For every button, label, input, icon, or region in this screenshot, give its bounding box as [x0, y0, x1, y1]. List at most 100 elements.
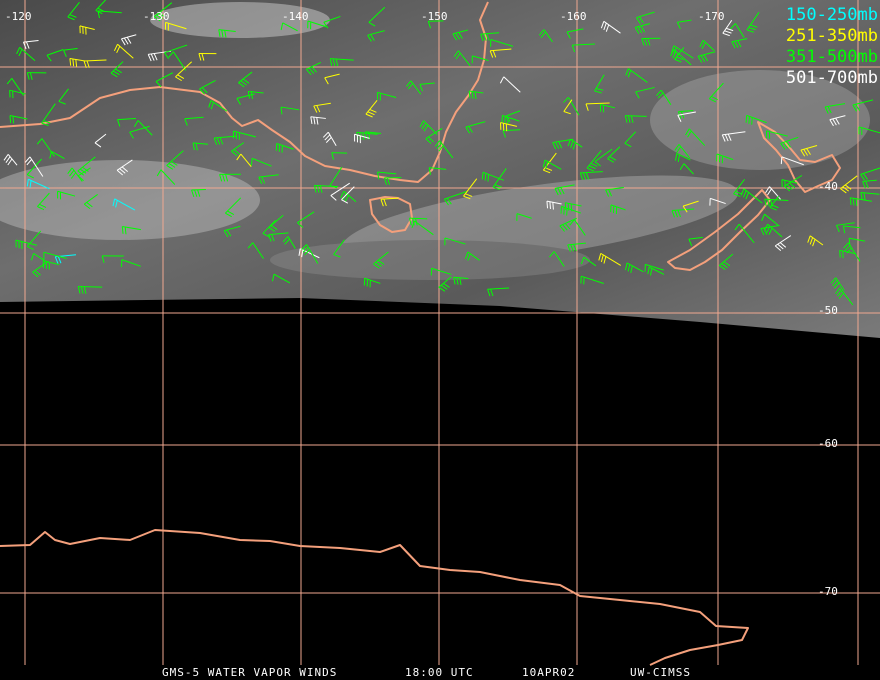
wind-barb	[333, 239, 345, 258]
wind-barb	[670, 49, 692, 66]
wind-barb	[250, 157, 272, 167]
wind-barb	[419, 82, 435, 92]
wind-barb	[208, 100, 228, 112]
latitude-label: -60	[818, 437, 838, 450]
wind-barb	[219, 173, 241, 182]
wind-barb	[67, 167, 83, 182]
wind-barb	[110, 61, 124, 78]
wind-barb	[463, 178, 478, 200]
wind-barb	[829, 115, 846, 127]
wind-barb	[761, 213, 779, 226]
wind-barb	[571, 43, 595, 53]
wind-barb	[313, 102, 331, 113]
wind-barb	[67, 1, 80, 21]
wind-barb	[368, 6, 386, 27]
wind-barb	[718, 253, 734, 270]
wind-barb	[769, 195, 780, 211]
wind-barb	[774, 235, 792, 252]
wind-barb	[624, 262, 644, 274]
wind-barb	[262, 219, 276, 238]
wind-barb	[280, 22, 298, 32]
wind-barb	[542, 159, 562, 170]
wind-barb	[341, 186, 355, 204]
wind-barb	[567, 138, 583, 150]
wind-barb	[133, 120, 153, 136]
labels: -120 -130 -140 -150 -160 -170 -40 -50 -6…	[5, 5, 878, 679]
wind-barb	[502, 129, 521, 138]
legend-entry: 150-250mb	[786, 5, 878, 25]
legend-entry: 251-350mb	[786, 26, 878, 46]
wind-barb	[444, 237, 466, 246]
wind-barb	[164, 44, 188, 59]
wind-barb	[635, 86, 655, 99]
wind-barb	[156, 169, 176, 185]
wind-barb	[166, 150, 184, 170]
wind-barb	[223, 225, 241, 238]
wind-barb	[730, 23, 745, 38]
wind-barb	[605, 186, 624, 197]
wind-barb	[733, 178, 745, 198]
longitude-label: -120	[5, 10, 32, 23]
wind-barb	[610, 204, 626, 215]
wind-barb	[634, 23, 650, 34]
latitude-label: -40	[818, 180, 838, 193]
wind-barb	[425, 128, 443, 144]
wind-barb	[83, 194, 98, 210]
wind-barb	[607, 146, 621, 163]
wind-barb	[464, 251, 480, 261]
wind-barb	[46, 49, 64, 62]
wind-barb	[9, 115, 28, 124]
wind-barb	[15, 239, 38, 249]
new-zealand-north-coast	[757, 121, 841, 193]
wind-barb	[298, 248, 320, 259]
wind-barb	[175, 61, 193, 82]
wind-barb	[492, 168, 507, 191]
australia-coast	[0, 1, 489, 183]
wind-barb	[191, 188, 206, 198]
longitude-label: -170	[698, 10, 725, 23]
footer-satellite: GMS-5 WATER VAPOR WINDS	[162, 666, 337, 679]
wind-barb	[313, 184, 339, 193]
wind-barb	[365, 100, 378, 118]
wind-barb	[376, 91, 397, 101]
wind-barb	[641, 37, 661, 46]
wind-barb	[824, 103, 846, 114]
wind-barb	[564, 202, 582, 212]
wind-barb	[236, 153, 252, 167]
wind-barb	[677, 111, 696, 122]
wind-barb	[734, 223, 755, 244]
wind-barb	[546, 200, 562, 210]
wind-barb	[781, 179, 798, 188]
wind-barb	[406, 80, 422, 95]
wind-barb	[780, 136, 799, 150]
wind-barb	[830, 277, 845, 291]
wind-barb	[26, 72, 47, 80]
wind-barb	[722, 19, 734, 37]
wind-barb	[24, 156, 44, 177]
wind-barb	[380, 197, 399, 207]
wind-barb	[113, 43, 134, 59]
wind-barb	[487, 287, 510, 297]
wind-barb	[746, 12, 760, 33]
wind-barb	[716, 153, 734, 164]
wind-barb	[443, 191, 467, 206]
wind-barb	[656, 89, 672, 105]
wind-barb	[199, 80, 216, 95]
latitude-label: -50	[818, 304, 838, 317]
wind-barb	[538, 29, 553, 43]
wind-barb	[594, 74, 605, 94]
wind-barb	[434, 140, 454, 159]
wind-barb	[858, 126, 880, 136]
wind-barb	[247, 242, 264, 259]
wind-barb	[120, 259, 141, 267]
wind-barb	[9, 89, 26, 99]
wind-barb	[636, 11, 655, 24]
wind-barb	[489, 48, 512, 58]
wind-barb	[37, 192, 50, 211]
wind-barb	[563, 99, 573, 115]
wind-barb	[501, 114, 520, 125]
wind-barb	[765, 186, 781, 200]
wind-barb	[586, 150, 602, 172]
wind-barb	[428, 167, 447, 175]
wind-barb	[731, 38, 748, 49]
